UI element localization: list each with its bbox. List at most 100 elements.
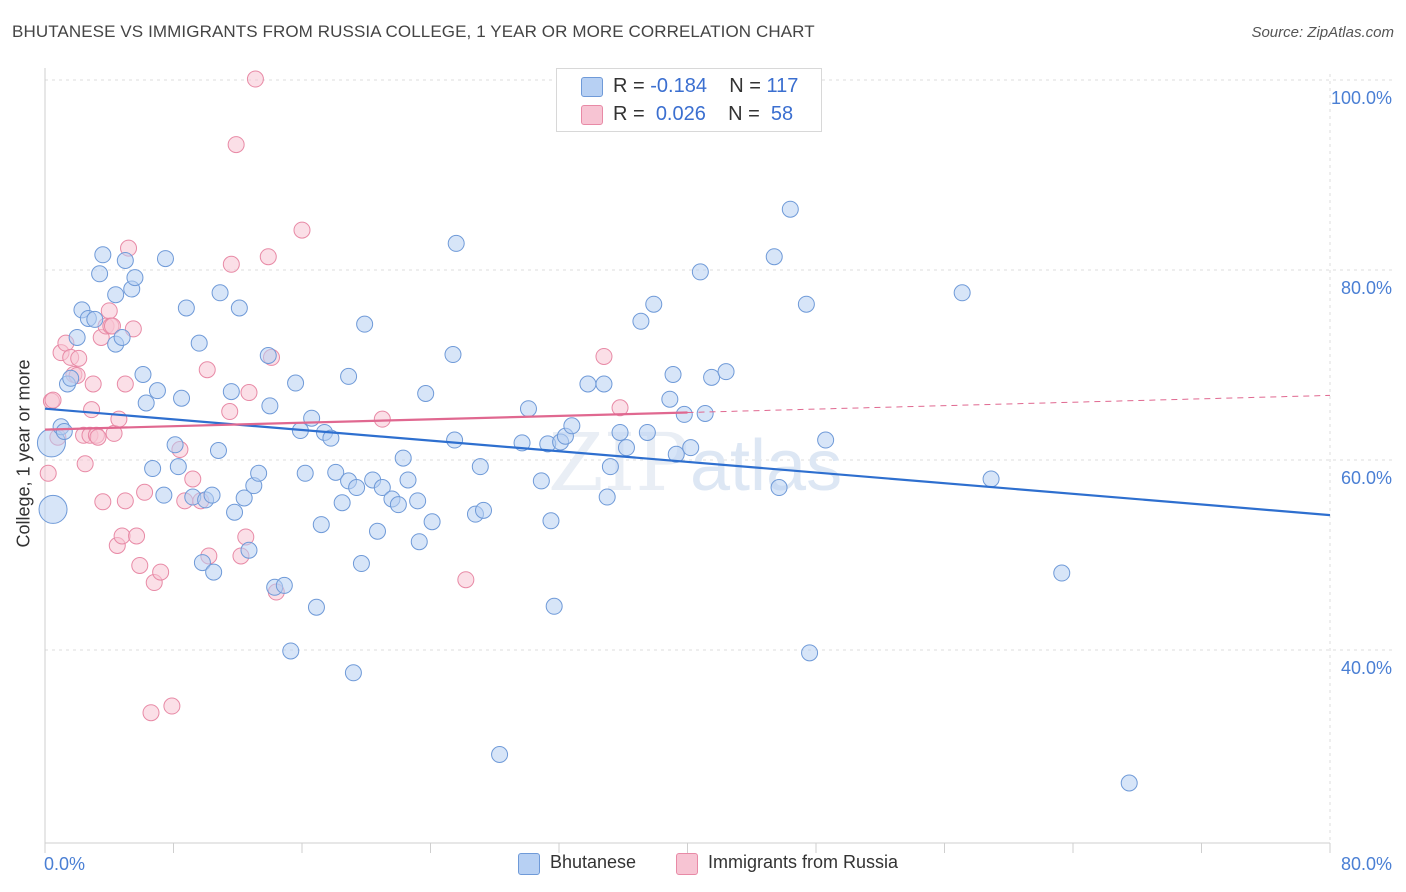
bottom-legend-swatch-bhutanese [518, 853, 540, 875]
legend-text-bhutanese: R = -0.184 N = 117 [613, 75, 798, 98]
russia-point [39, 464, 57, 482]
bhutanese-point [333, 494, 351, 512]
russia-point [457, 571, 475, 589]
bhutanese-point [169, 458, 187, 476]
bhutanese-point [327, 463, 345, 481]
bhutanese-point [953, 284, 971, 302]
russia-point [124, 320, 142, 338]
legend-text-russia: R = 0.026 N = 58 [613, 103, 793, 126]
bhutanese-point [446, 431, 464, 449]
bhutanese-point [55, 423, 73, 440]
bhutanese-point [601, 458, 619, 476]
russia-point [116, 492, 134, 510]
legend-n-label: N = [729, 75, 761, 97]
russia-point [293, 221, 311, 239]
legend-r-value: -0.184 [650, 75, 707, 97]
russia-trend-line [44, 411, 688, 431]
bhutanese-point [475, 501, 493, 519]
russia-point [128, 527, 146, 545]
bhutanese-point [137, 394, 155, 412]
bhutanese-point [107, 286, 125, 304]
russia-point [595, 347, 613, 365]
legend-n-label: N = [728, 103, 760, 125]
russia-point [198, 361, 216, 379]
bhutanese-point [691, 263, 709, 281]
bhutanese-point [696, 404, 714, 422]
bhutanese-point [282, 642, 300, 660]
bhutanese-point [389, 496, 407, 514]
bhutanese-point [563, 417, 581, 435]
y-tick-label: 40.0% [1341, 658, 1392, 678]
bhutanese-point [155, 486, 173, 504]
bhutanese-point [62, 369, 80, 387]
bhutanese-point [667, 445, 685, 463]
bhutanese-point [86, 310, 104, 328]
legend-swatch-bhutanese [581, 77, 603, 97]
bhutanese-point [444, 346, 462, 364]
bhutanese-point [240, 541, 258, 559]
russia-point [222, 255, 240, 273]
bhutanese-point [303, 409, 321, 427]
trend-lines [44, 394, 1331, 517]
bhutanese-point [222, 383, 240, 401]
russia-point [94, 493, 112, 511]
bhutanese-point [287, 374, 305, 392]
legend-r-label: R = [613, 103, 645, 125]
russia-point [44, 391, 62, 409]
bhutanese-point [417, 385, 435, 402]
bhutanese-point [344, 664, 362, 682]
bhutanese-point [209, 442, 227, 459]
russia-point [259, 248, 277, 266]
bhutanese-point [226, 503, 244, 521]
bhutanese-point [664, 366, 682, 383]
bhutanese-point [1120, 774, 1138, 792]
bhutanese-point [235, 489, 253, 507]
russia-point [113, 527, 131, 545]
russia-point [100, 302, 118, 320]
y-axis-title: College, 1 year or more [13, 359, 34, 548]
bhutanese-point [817, 431, 835, 449]
bhutanese-point [134, 366, 152, 383]
bhutanese-point [373, 479, 391, 497]
bhutanese-point [259, 347, 277, 364]
bhutanese-trend-line [44, 407, 1331, 517]
russia-point [373, 410, 391, 428]
bhutanese-point [675, 405, 693, 423]
bhutanese-point [322, 429, 340, 447]
legend-swatch-russia [581, 105, 603, 125]
bhutanese-point [982, 470, 1000, 488]
bhutanese-point [491, 746, 509, 763]
y-tick-label: 60.0% [1341, 468, 1392, 488]
bhutanese-point [1053, 564, 1071, 582]
russia-point [70, 349, 88, 367]
watermark-atlas: atlas [690, 426, 842, 506]
y-tick-label: 100.0% [1331, 88, 1392, 108]
bhutanese-point [542, 512, 560, 530]
bhutanese-point [532, 472, 550, 490]
bhutanese-point [356, 315, 374, 333]
legend-r-label: R = [613, 75, 645, 97]
bottom-legend-swatch-russia [676, 853, 698, 875]
bhutanese-point [595, 375, 613, 393]
legend-n-value: 117 [766, 75, 799, 97]
russia-point [136, 483, 154, 501]
bhutanese-point [638, 423, 656, 441]
x-tick-label: 0.0% [44, 854, 85, 874]
series-bhutanese-points [36, 200, 1138, 792]
russia-point [611, 399, 629, 417]
russia-point [152, 563, 170, 581]
bhutanese-point [682, 439, 700, 457]
bhutanese-point [250, 464, 268, 482]
legend-n-value: 58 [770, 103, 794, 125]
bhutanese-point [193, 554, 211, 572]
bhutanese-point [38, 494, 68, 524]
russia-point [103, 317, 121, 335]
bhutanese-point [340, 367, 358, 385]
bhutanese-point [632, 312, 650, 330]
bhutanese-point [611, 423, 629, 441]
bhutanese-point [801, 644, 819, 662]
bhutanese-point [261, 397, 279, 415]
russia-trend-line-extended [687, 394, 1331, 413]
bhutanese-point [703, 368, 721, 386]
bhutanese-point [348, 479, 366, 497]
